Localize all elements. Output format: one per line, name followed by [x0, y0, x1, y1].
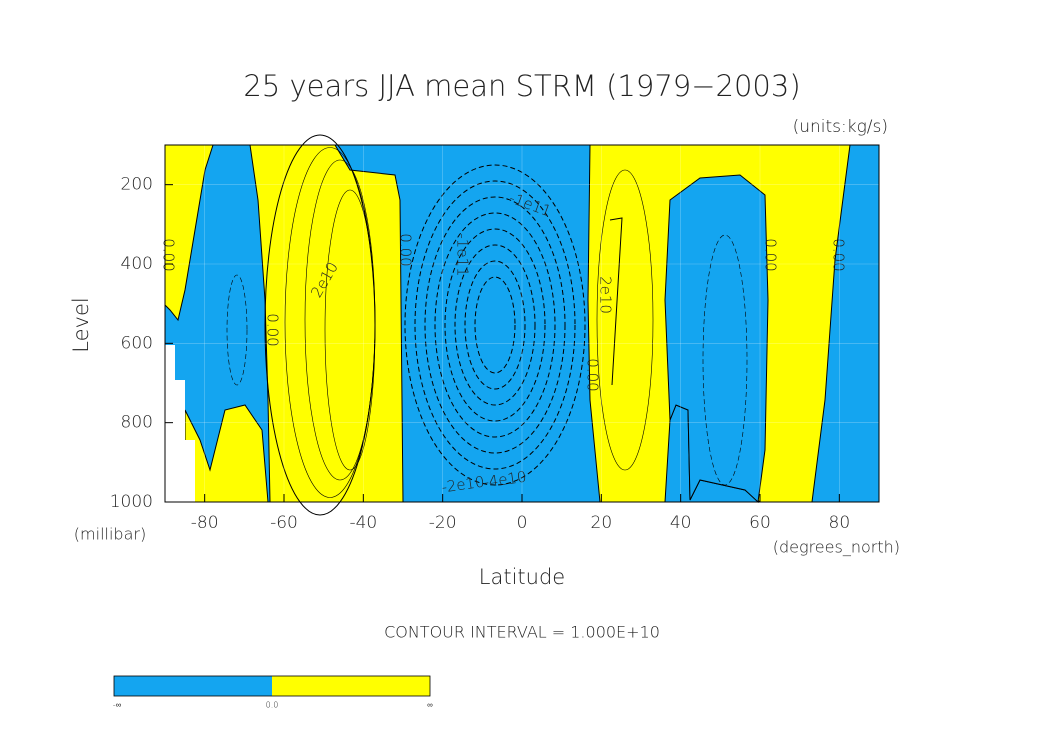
contour-line — [424, 196, 566, 454]
y-tick-label: 800 — [121, 413, 153, 433]
contour-line — [702, 234, 748, 486]
colorbar-frame — [113, 675, 431, 697]
x-axis-label: Latitude — [479, 565, 565, 589]
contour-label: 0.00 — [397, 233, 415, 266]
contour-label: 0.00 — [762, 238, 780, 271]
contour-label: 0.00 — [830, 238, 848, 271]
contour-line — [324, 189, 376, 471]
contour-label: -4e10 — [482, 468, 527, 492]
contour-line — [474, 276, 516, 374]
contour-label: 2e10 — [597, 276, 615, 314]
x-tick-label: 60 — [749, 513, 771, 533]
y-tick-label: 1000 — [110, 492, 153, 512]
positive-region — [164, 144, 214, 322]
contour-label: 0.00 — [584, 358, 602, 391]
contour-label: -1e11 — [454, 233, 472, 276]
colorbar-positive — [272, 676, 430, 696]
x-tick-label: -80 — [191, 513, 219, 533]
contour-interval: CONTOUR INTERVAL = 1.000E+10 — [384, 623, 660, 642]
contour-line — [464, 260, 526, 390]
contour-line — [226, 274, 248, 386]
y-tick-label: 400 — [121, 254, 153, 274]
units-label: (units:kg/s) — [793, 117, 888, 137]
contour-line — [609, 217, 623, 386]
y-units: (millibar) — [74, 525, 146, 544]
contour-line — [454, 244, 536, 406]
plot-frame — [164, 144, 880, 503]
x-tick-label: 80 — [829, 513, 851, 533]
y-tick-label: 200 — [121, 175, 153, 195]
x-tick-label: -40 — [349, 513, 377, 533]
y-axis-label: Level — [69, 297, 93, 352]
contour-label: -2e10 — [440, 473, 485, 497]
x-tick-label: 20 — [591, 513, 613, 533]
x-tick-label: 0 — [517, 513, 528, 533]
contour-line — [596, 169, 654, 471]
contour-line — [414, 180, 576, 470]
x-tick-label: -20 — [429, 513, 457, 533]
colorbar-label: ∞ — [427, 701, 433, 710]
y-tick-label: 600 — [121, 333, 153, 353]
x-tick-label: 40 — [670, 513, 692, 533]
contour-label: 0.00 — [264, 313, 282, 346]
x-units: (degrees_north) — [773, 538, 900, 557]
x-tick-label: -60 — [270, 513, 298, 533]
contour-label: 0.00 — [160, 238, 178, 271]
contour-line — [444, 228, 546, 422]
colorbar-negative — [114, 676, 272, 696]
colorbar-label: -∞ — [113, 701, 122, 710]
negative-region — [664, 174, 769, 504]
missing-region — [165, 345, 195, 502]
contour-line — [404, 164, 586, 486]
contour-line — [434, 212, 556, 438]
colorbar-label: 0.0 — [266, 701, 279, 710]
chart-title: 25 years JJA mean STRM (1979−2003) — [243, 69, 800, 103]
